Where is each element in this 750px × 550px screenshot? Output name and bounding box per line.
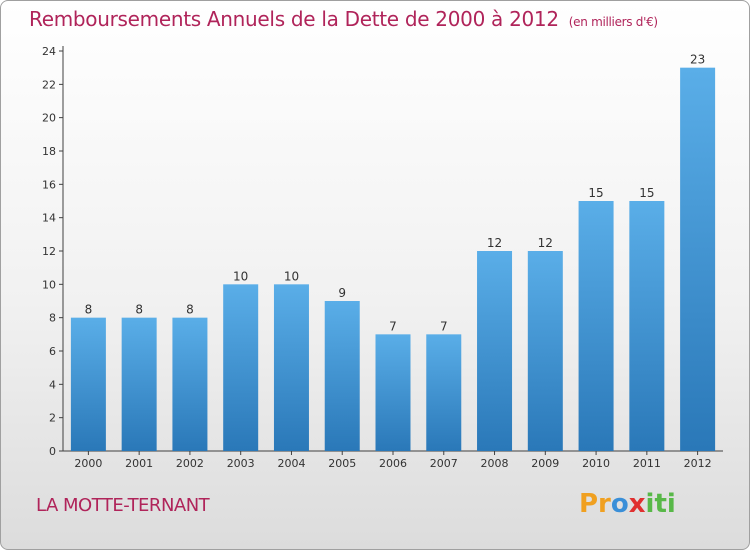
logo-letter: iti (645, 489, 676, 519)
x-tick-label: 2008 (481, 457, 509, 470)
bar-value-label: 10 (284, 269, 299, 283)
x-tick-label: 2003 (227, 457, 255, 470)
y-tick-label: 12 (42, 245, 56, 258)
y-tick-label: 18 (42, 145, 56, 158)
x-tick-label: 2009 (531, 457, 559, 470)
bar (527, 251, 563, 451)
y-tick-label: 0 (49, 445, 56, 458)
y-tick-label: 24 (42, 45, 56, 58)
bar (223, 284, 259, 451)
x-tick-label: 2001 (125, 457, 153, 470)
x-tick-label: 2006 (379, 457, 407, 470)
bar-value-label: 10 (233, 269, 248, 283)
y-tick-label: 22 (42, 78, 56, 91)
chart-title-text: Remboursements Annuels de la Dette de 20… (29, 7, 559, 31)
bar-value-label: 15 (588, 186, 603, 200)
bar-value-label: 12 (487, 236, 502, 250)
bar (273, 284, 309, 451)
bar (426, 334, 462, 451)
bar (172, 317, 208, 451)
logo-letter: o (610, 489, 629, 519)
bar-value-label: 12 (538, 236, 553, 250)
bar-value-label: 8 (85, 303, 93, 317)
bar (324, 301, 360, 451)
y-tick-label: 20 (42, 112, 56, 125)
y-tick-label: 8 (49, 312, 56, 325)
chart-title: Remboursements Annuels de la Dette de 20… (29, 7, 658, 31)
bar-value-label: 8 (135, 303, 143, 317)
y-tick-label: 6 (49, 345, 56, 358)
proxiti-logo: Proxiti (579, 489, 676, 519)
bar (121, 317, 157, 451)
x-tick-label: 2004 (277, 457, 305, 470)
bar-value-label: 15 (639, 186, 654, 200)
y-tick-label: 2 (49, 412, 56, 425)
x-tick-label: 2002 (176, 457, 204, 470)
x-tick-label: 2005 (328, 457, 356, 470)
bar-value-label: 23 (690, 53, 705, 67)
bar-value-label: 8 (186, 303, 194, 317)
bar (477, 251, 513, 451)
chart-subtitle: (en milliers d'€) (568, 15, 658, 29)
bar (680, 67, 716, 452)
chart-bars (70, 67, 716, 452)
bar (578, 201, 614, 451)
x-tick-label: 2010 (582, 457, 610, 470)
bar (70, 317, 106, 451)
bar-value-label: 9 (338, 286, 346, 300)
chart-data-labels: 8 8 8 10 10 9 7 7 12 12 15 15 23 (85, 53, 706, 334)
y-tick-label: 4 (49, 378, 56, 391)
y-tick-label: 16 (42, 178, 56, 191)
bar (375, 334, 411, 451)
x-tick-label: 2012 (684, 457, 712, 470)
logo-letter: x (628, 489, 646, 519)
x-tick-label: 2000 (74, 457, 102, 470)
bar-value-label: 7 (389, 319, 397, 333)
x-tick-label: 2011 (633, 457, 661, 470)
y-tick-label: 14 (42, 212, 56, 225)
y-tick-label: 10 (42, 278, 56, 291)
bar (629, 201, 665, 451)
place-name: LA MOTTE-TERNANT (36, 495, 210, 516)
bar-value-label: 7 (440, 319, 448, 333)
logo-letter: Pr (579, 489, 611, 519)
x-tick-label: 2007 (430, 457, 458, 470)
